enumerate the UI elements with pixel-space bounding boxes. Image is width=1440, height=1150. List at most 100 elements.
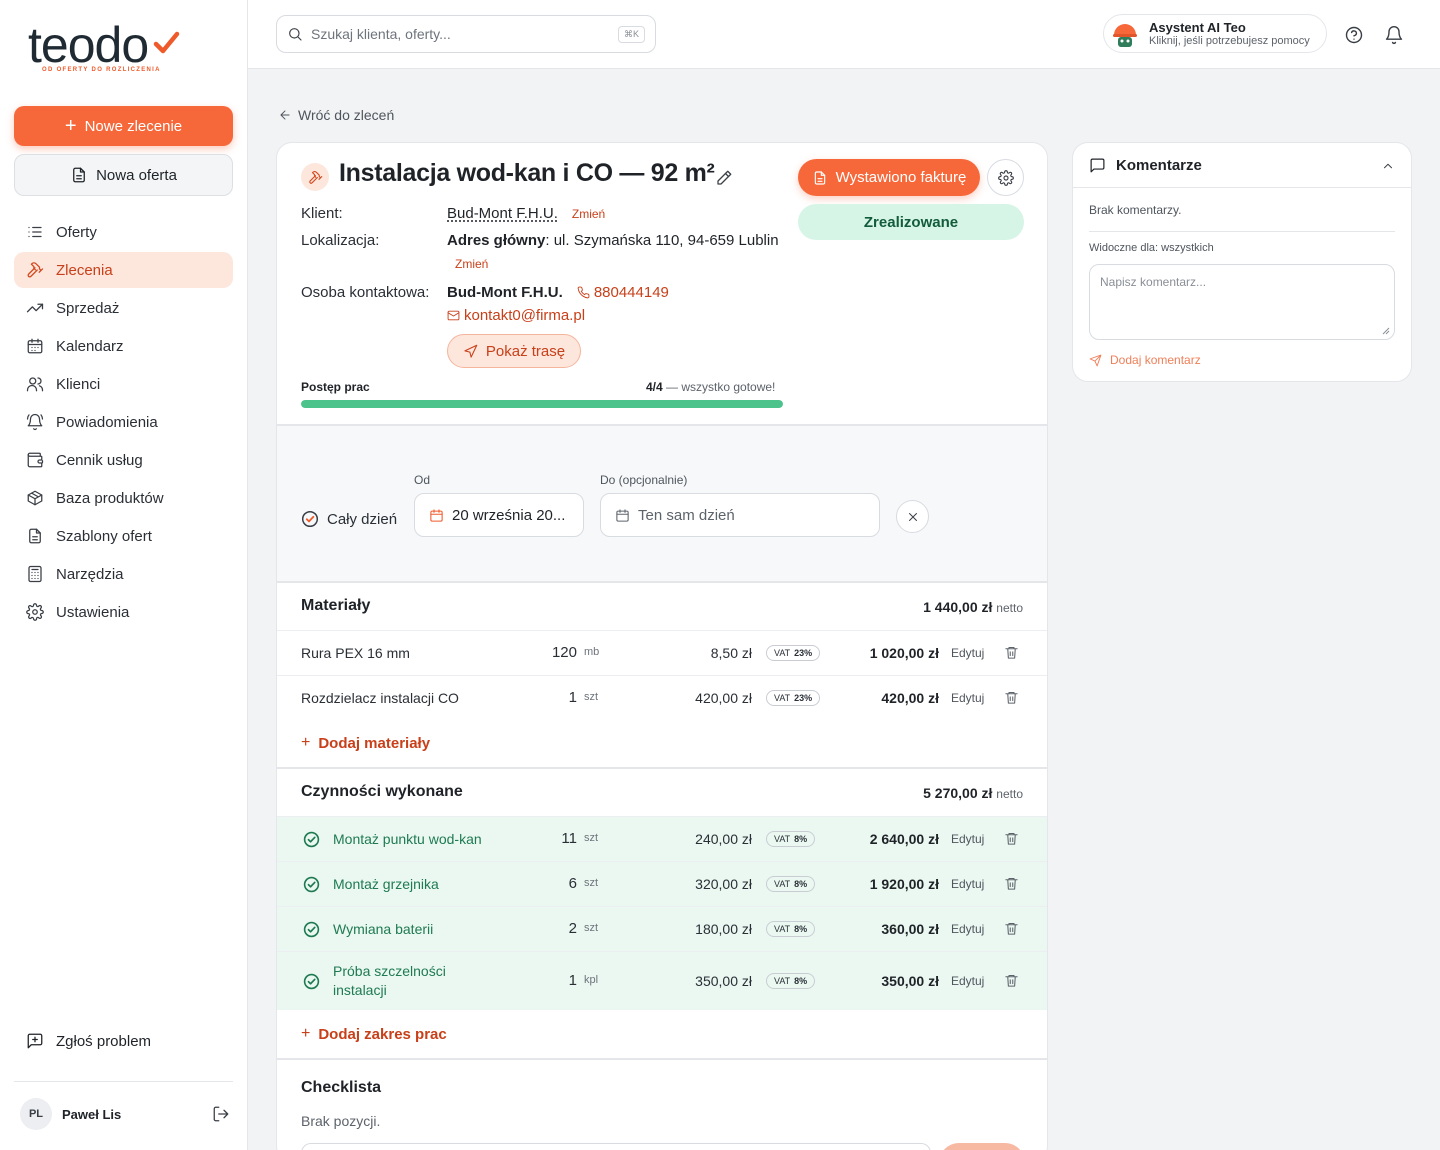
show-route-button[interactable]: Pokaż trasę <box>447 334 581 368</box>
edit-button[interactable]: Edytuj <box>951 974 985 988</box>
edit-button[interactable]: Edytuj <box>951 877 985 891</box>
item-qty: 120 <box>551 644 577 661</box>
comment-placeholder: Napisz komentarz... <box>1100 275 1207 289</box>
sidebar-item-products[interactable]: Baza produktów <box>14 480 233 516</box>
sidebar-item-label: Cennik usług <box>56 451 143 469</box>
sidebar-item-sales[interactable]: Sprzedaż <box>14 290 233 326</box>
item-qty: 1 <box>568 972 577 989</box>
invoice-status-button[interactable]: Wystawiono fakturę <box>798 159 980 196</box>
check-circle-icon[interactable] <box>303 876 320 893</box>
trash-icon[interactable] <box>1004 690 1019 705</box>
new-offer-button[interactable]: Nowa oferta <box>14 154 233 196</box>
check-circle-icon[interactable] <box>303 831 320 848</box>
edit-button[interactable]: Edytuj <box>951 691 985 705</box>
item-price: 320,00 zł <box>695 876 752 892</box>
item-total: 350,00 zł <box>881 973 939 989</box>
progress-label: Postęp prac <box>301 380 370 394</box>
sidebar-item-offers[interactable]: Oferty <box>14 214 233 250</box>
trash-icon[interactable] <box>1004 921 1019 936</box>
edit-button[interactable]: Edytuj <box>951 922 985 936</box>
item-price: 8,50 zł <box>710 645 752 661</box>
user-name: Paweł Lis <box>62 1106 122 1122</box>
add-comment-button[interactable]: Dodaj komentarz <box>1089 353 1201 367</box>
sidebar-item-label: Klienci <box>56 375 101 393</box>
pencil-icon[interactable] <box>715 169 733 187</box>
comments-header[interactable]: Komentarze <box>1089 157 1202 174</box>
add-materials-button[interactable]: + Dodaj materiały <box>301 734 430 752</box>
help-icon[interactable] <box>1344 25 1364 45</box>
trash-icon[interactable] <box>1004 645 1019 660</box>
trash-icon[interactable] <box>1004 973 1019 988</box>
materials-title: Materiały <box>301 597 371 614</box>
trash-icon[interactable] <box>1004 876 1019 891</box>
bell-icon <box>26 413 44 431</box>
sidebar-item-notifications[interactable]: Powiadomienia <box>14 404 233 440</box>
back-link[interactable]: Wróć do zleceń <box>278 107 394 123</box>
document-icon <box>814 170 825 185</box>
avatar[interactable]: PL <box>20 1098 52 1130</box>
search-input[interactable]: Szukaj klienta, oferty... ⌘K <box>276 15 656 53</box>
vat-badge: VAT 8% <box>766 973 816 989</box>
contact-phone-link[interactable]: 880444149 <box>577 284 669 301</box>
contact-email-link[interactable]: kontakt0@firma.pl <box>447 307 585 324</box>
edit-button[interactable]: Edytuj <box>951 832 985 846</box>
page-title: Instalacja wod-kan i CO — 92 m² <box>339 159 715 187</box>
checklist-empty: Brak pozycji. <box>301 1113 381 1129</box>
sidebar-item-orders[interactable]: Zlecenia <box>14 252 233 288</box>
table-row: Rura PEX 16 mm 120 mb 8,50 zł VAT 23% 1 0… <box>277 630 1047 675</box>
divider <box>14 1081 233 1082</box>
trash-icon[interactable] <box>1004 831 1019 846</box>
item-qty: 11 <box>561 830 577 847</box>
sidebar-item-label: Sprzedaż <box>56 299 120 317</box>
sidebar-item-settings[interactable]: Ustawienia <box>14 594 233 630</box>
add-work-scope-button[interactable]: + Dodaj zakres prac <box>301 1025 447 1043</box>
edit-button[interactable]: Edytuj <box>951 646 985 660</box>
bell-icon[interactable] <box>1384 25 1404 45</box>
resize-handle-icon[interactable] <box>1382 327 1390 335</box>
contact-name: Bud-Mont F.H.U. <box>447 284 563 301</box>
sidebar-item-clients[interactable]: Klienci <box>14 366 233 402</box>
box-icon <box>27 490 43 506</box>
sidebar-item-tools[interactable]: Narzędzia <box>14 556 233 592</box>
progress-count: 4/4 <box>646 380 663 394</box>
vat-rate: 8% <box>794 924 808 934</box>
checklist-add-button[interactable] <box>939 1143 1025 1150</box>
progress-bar <box>301 400 783 408</box>
new-order-button[interactable]: + Nowe zlecenie <box>14 106 233 146</box>
all-day-toggle[interactable]: Cały dzień <box>301 510 397 528</box>
document-icon <box>73 167 85 183</box>
checklist-input[interactable] <box>301 1143 931 1150</box>
order-settings-button[interactable] <box>987 159 1024 196</box>
status-badge[interactable]: Zrealizowane <box>798 204 1024 240</box>
date-from-input[interactable]: 20 września 20... <box>414 493 584 537</box>
sidebar-item-calendar[interactable]: Kalendarz <box>14 328 233 364</box>
sidebar-item-templates[interactable]: Szablony ofert <box>14 518 233 554</box>
logo[interactable]: teodo OD OFERTY DO ROZLICZENIA <box>28 20 188 80</box>
location-main: Adres główny <box>447 232 546 249</box>
change-client-link[interactable]: Zmień <box>571 207 606 221</box>
change-location-link[interactable]: Zmień <box>455 257 489 271</box>
sidebar-item-label: Baza produktów <box>56 489 164 507</box>
vat-badge: VAT 23% <box>766 645 821 661</box>
comment-textarea[interactable]: Napisz komentarz... <box>1089 264 1395 340</box>
item-price: 180,00 zł <box>695 921 752 937</box>
item-total: 360,00 zł <box>881 921 939 937</box>
new-order-label: Nowe zlecenie <box>84 117 183 135</box>
location-field: Adres główny: ul. Szymańska 110, 94-659 … <box>447 232 779 249</box>
all-day-label: Cały dzień <box>327 510 398 528</box>
check-circle-icon[interactable] <box>303 973 320 990</box>
check-circle-icon[interactable] <box>303 921 320 938</box>
message-icon <box>1090 158 1105 173</box>
back-label: Wróć do zleceń <box>298 107 395 123</box>
send-icon <box>1089 354 1102 366</box>
clear-dates-button[interactable] <box>896 500 929 533</box>
logout-icon[interactable] <box>212 1105 230 1123</box>
date-to-input[interactable]: Ten sam dzień <box>600 493 880 537</box>
report-problem-button[interactable]: Zgłoś problem <box>14 1023 233 1059</box>
item-qty: 2 <box>568 920 577 937</box>
chevron-up-icon[interactable] <box>1381 159 1395 173</box>
client-name-link[interactable]: Bud-Mont F.H.U. <box>447 205 558 222</box>
sidebar-item-pricelist[interactable]: Cennik usług <box>14 442 233 478</box>
ai-assistant-button[interactable]: Asystent AI Teo Kliknij, jeśli potrzebuj… <box>1103 14 1327 53</box>
vat-badge: VAT 23% <box>766 690 821 706</box>
